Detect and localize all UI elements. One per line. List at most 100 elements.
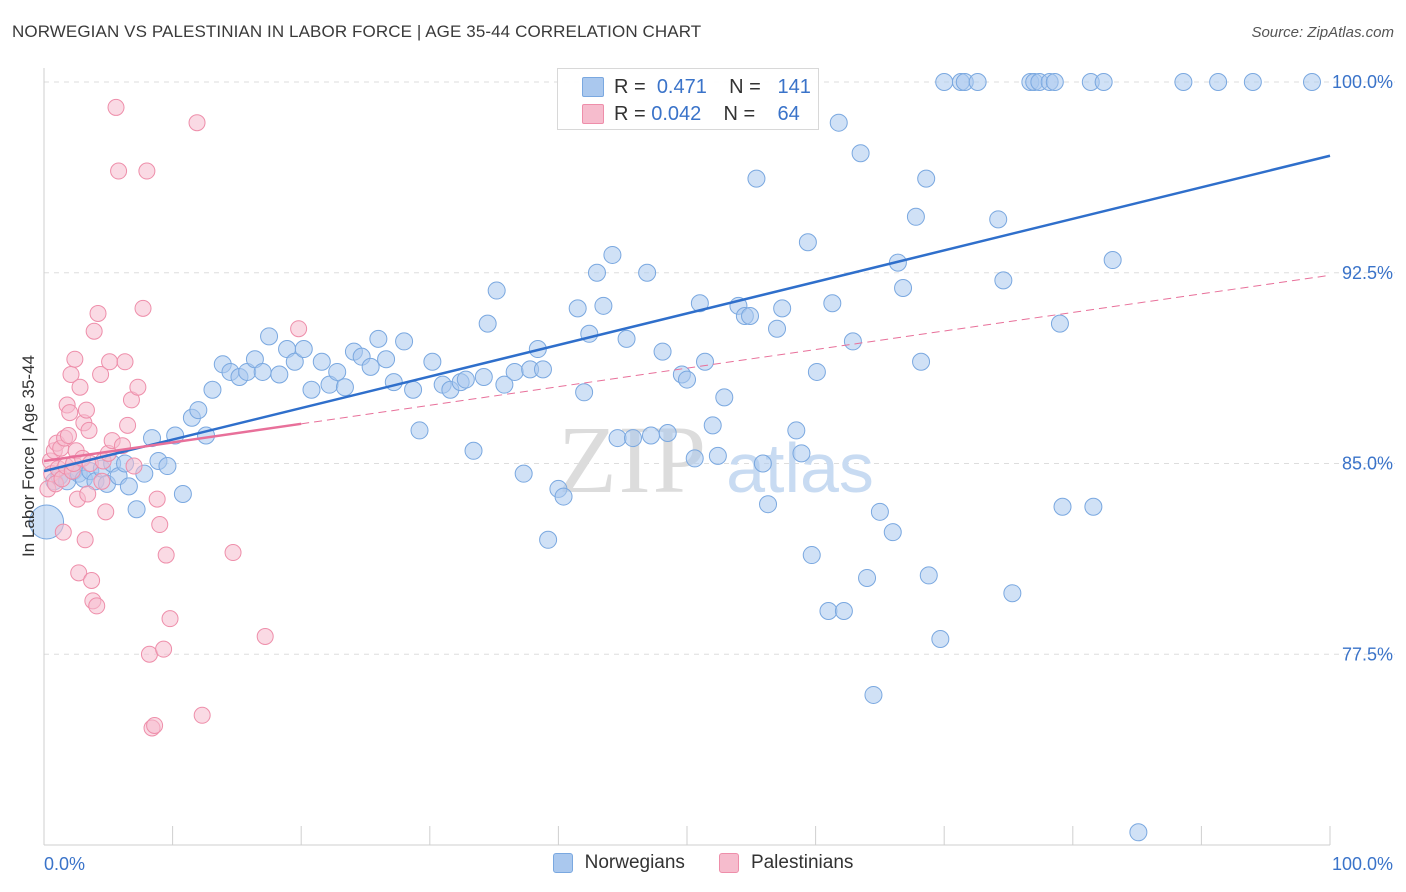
data-point-norwegian [1053,497,1072,516]
data-point-palestinian [129,378,147,396]
data-point-norwegian [533,360,552,379]
data-point-palestinian [140,645,158,663]
data-point-palestinian [97,503,115,521]
data-point-norwegian [759,495,778,514]
data-point-palestinian [66,350,84,368]
data-point-norwegian [395,332,414,351]
data-point-norwegian [787,421,806,440]
data-point-palestinian [110,162,128,180]
trend-line-palestinians-extension [301,274,1331,425]
data-point-palestinian [83,571,101,589]
data-point-palestinian [119,416,137,434]
tick-labels: 77.5% 85.0% 92.5% 100.0% 0.0% 100.0% [44,72,1393,874]
data-point-norwegian [328,362,347,381]
norwegian-points [29,73,1321,842]
data-point-palestinian [146,716,164,734]
data-point-palestinian [80,421,98,439]
data-point-norwegian [1129,823,1148,842]
data-point-norwegian [906,207,925,226]
data-point-norwegian [823,294,842,313]
y-axis-label: In Labor Force | Age 35-44 [19,355,38,557]
data-point-norwegian [575,383,594,402]
data-point-norwegian [1084,497,1103,516]
data-point-norwegian [312,352,331,371]
data-point-norwegian [189,401,208,420]
data-point-norwegian [158,457,177,476]
data-point-norwegian [1050,314,1069,333]
legend-box: R = 0.471 N = 141 R = 0.042 N = 64 [557,68,819,130]
data-point-palestinian [85,322,103,340]
trend-line-palestinians [43,422,302,463]
data-point-norwegian [792,444,811,463]
data-point-norwegian [478,314,497,333]
data-point-palestinian [224,544,242,562]
legend-row-norwegians: R = 0.471 N = 141 [582,74,811,100]
data-point-norwegian [747,169,766,188]
data-point-norwegian [931,629,950,648]
legend-n-label: N = [723,102,756,125]
data-point-norwegian [917,169,936,188]
data-point-palestinian [148,490,166,508]
y-tick-label: 77.5% [1342,644,1393,664]
data-point-norwegian [1243,73,1262,91]
data-point-palestinian [290,320,308,338]
data-point-norwegian [894,279,913,298]
palestinian-points [39,98,308,737]
data-point-norwegian [1302,73,1321,91]
data-point-norwegian [404,380,423,399]
legend-r-label: R = [614,75,646,98]
y-tick-label: 85.0% [1342,454,1393,474]
data-point-norwegian [253,362,272,381]
data-point-norwegian [685,449,704,468]
watermark-atlas: atlas [726,429,874,507]
data-point-norwegian [919,566,938,585]
data-point-norwegian [369,329,388,348]
data-point-norwegian [715,388,734,407]
data-point-palestinian [70,564,88,582]
data-point-norwegian [858,568,877,587]
legend-swatch-pink [582,104,604,124]
data-point-norwegian [798,233,817,252]
data-point-palestinian [88,597,106,615]
x-tick-label: 100.0% [1332,854,1393,874]
legend-n-value: 64 [777,102,800,125]
trend-line-norwegians [43,154,1331,473]
data-point-norwegian [1003,584,1022,603]
data-point-norwegian [870,502,889,521]
data-point-norwegian [302,380,321,399]
data-point-norwegian [1094,73,1113,91]
legend-r-value: 0.042 [651,102,702,125]
data-point-norwegian [487,281,506,300]
bottom-legend: Norwegians Palestinians [0,852,1406,874]
data-point-norwegian [514,464,533,483]
data-point-norwegian [335,378,354,397]
data-point-norwegian [678,370,696,389]
legend-swatch-palestinians [718,853,739,873]
data-point-norwegian [653,342,672,361]
data-point-norwegian [464,441,483,460]
data-point-norwegian [539,530,558,549]
data-point-norwegian [864,685,883,704]
legend-n-label: N = [729,75,761,98]
data-point-norwegian [587,263,606,282]
data-point-norwegian [608,429,627,448]
data-point-norwegian [843,332,862,351]
data-point-norwegian [851,144,870,163]
data-point-norwegian [802,546,821,565]
data-point-palestinian [193,706,211,724]
data-point-norwegian [474,368,493,387]
data-point-norwegian [1174,73,1193,91]
data-point-norwegian [594,296,613,315]
data-point-palestinian [77,401,95,419]
data-point-norwegian [773,299,792,318]
data-point-norwegian [294,340,313,359]
data-point-palestinian [101,353,119,371]
data-point-norwegian [127,500,146,519]
data-point-palestinian [134,299,152,317]
data-point-norwegian [829,113,848,132]
data-point-palestinian [256,627,274,645]
data-point-norwegian [270,365,289,384]
data-point-norwegian [361,357,380,376]
data-point-norwegian [285,352,304,371]
